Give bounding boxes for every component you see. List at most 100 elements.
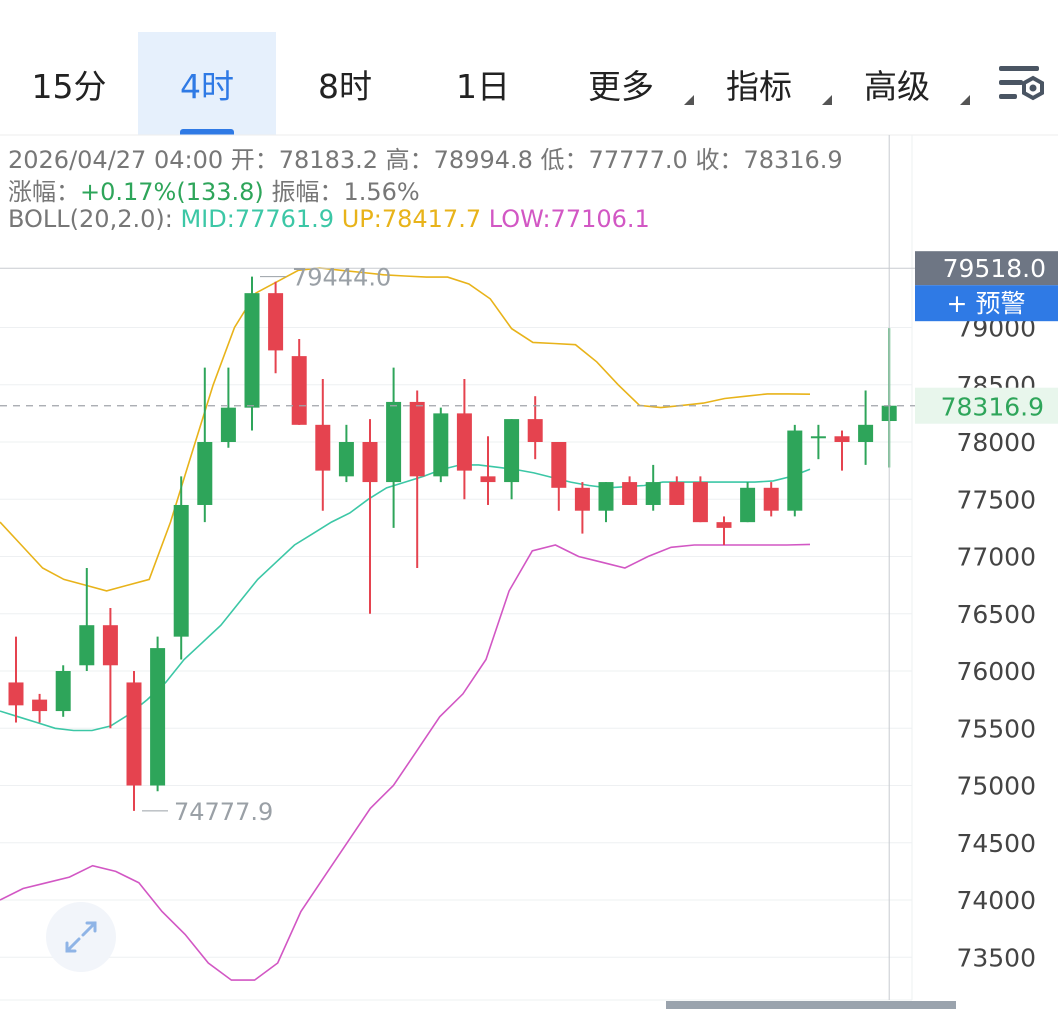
dropdown-caret-icon: [960, 95, 970, 105]
tab-label: 高级: [864, 66, 930, 106]
candle-body-down: [315, 424, 331, 471]
candle-body-up: [244, 293, 260, 408]
dropdown-caret-icon: [684, 95, 694, 105]
tab-label: 更多: [588, 66, 654, 106]
ohlc-low-value: 77777.0: [588, 146, 688, 174]
change-value: +0.17%(133.8): [80, 178, 264, 206]
max-price-label: 79444.0: [292, 264, 391, 292]
tab-8h[interactable]: 8时: [276, 32, 414, 135]
candle-body-down: [102, 625, 118, 666]
ohlc-high-label: 高：: [385, 146, 434, 174]
candle-body-up: [386, 401, 402, 483]
candle-body-up: [338, 442, 354, 477]
y-axis-tick-label: 77500: [956, 485, 1036, 514]
tab-1d[interactable]: 1日: [414, 32, 552, 135]
boll-mid-band: [0, 464, 811, 732]
ohlc-info-line: 2026/04/27 04:00 开：78183.2 高：78994.8 低：7…: [8, 140, 843, 175]
ohlc-open-value: 78183.2: [278, 146, 379, 174]
y-axis-tick-label: 73500: [956, 943, 1036, 972]
boll-name: BOLL(20,2.0):: [8, 205, 173, 233]
candle-body-up: [173, 504, 189, 637]
y-axis-tick-label: 75500: [956, 714, 1036, 743]
candle-body-up: [220, 407, 236, 442]
candle-body-up: [598, 482, 614, 511]
change-info-line: 涨幅：+0.17%(133.8) 振幅：1.56%: [8, 172, 420, 207]
current-price-text: 78316.9: [941, 393, 1044, 422]
candle-body-up: [433, 413, 449, 477]
chart-scrollbar: [666, 1001, 956, 1009]
tab-15m[interactable]: 15分: [0, 32, 138, 135]
boll-lower-band: [0, 543, 811, 981]
candle-body-down: [622, 482, 638, 505]
candle-body-down: [480, 476, 496, 483]
tab-advanced[interactable]: 高级: [828, 32, 970, 135]
tab-label: 1日: [456, 66, 510, 106]
candle-body-down: [362, 442, 378, 483]
tab-indicators[interactable]: 指标: [690, 32, 832, 135]
boll-upper-band: [0, 267, 811, 592]
ohlc-low-label: 低：: [540, 146, 589, 174]
ohlc-datetime: 2026/04/27 04:00: [8, 146, 224, 174]
price-alert-button: [915, 285, 1058, 322]
candle-body-down: [716, 522, 732, 528]
candle-body-down: [409, 401, 425, 477]
y-axis-tick-label: 74000: [956, 886, 1036, 915]
boll-info-line: BOLL(20,2.0): MID:77761.9 UP:78417.7 LOW…: [8, 205, 650, 233]
candle-body-up: [150, 648, 166, 786]
candle-body-down: [551, 442, 567, 488]
tab-label: 8时: [318, 66, 372, 106]
crosshair-price-tag: [915, 251, 1058, 286]
candle-body-up: [645, 482, 661, 505]
tab-label: 指标: [726, 66, 792, 106]
candle-body-up: [79, 625, 95, 666]
candle-body-down: [834, 436, 850, 442]
y-axis-tick-label: 78000: [956, 428, 1036, 457]
amplitude-label: 振幅：: [271, 178, 344, 206]
boll-low-value: LOW:77106.1: [488, 205, 650, 233]
y-axis-tick-label: 76500: [956, 600, 1036, 629]
ohlc-close-value: 78316.9: [743, 146, 843, 174]
candle-body-up: [55, 671, 71, 712]
candle-body-up: [197, 442, 213, 505]
tab-label: 4时: [180, 66, 234, 106]
boll-up-value: UP:78417.7: [341, 205, 482, 233]
ohlc-close-label: 收：: [695, 146, 744, 174]
chart-settings-icon[interactable]: [995, 60, 1047, 110]
amplitude-value: 1.56%: [343, 178, 420, 206]
tab-label: 15分: [31, 66, 107, 106]
y-axis-tick-label: 74500: [956, 829, 1036, 858]
candle-body-up: [787, 430, 803, 511]
candle-body-down: [527, 419, 543, 442]
y-axis-tick-label: 75000: [956, 772, 1036, 801]
candle-body-down: [126, 682, 142, 786]
candle-body-down: [32, 699, 48, 712]
change-label: 涨幅：: [8, 178, 80, 206]
ohlc-open-label: 开：: [230, 146, 279, 174]
candle-body-up: [740, 487, 756, 523]
current-price-tag: [915, 387, 1058, 424]
candle-body-down: [268, 293, 284, 351]
boll-mid-value: MID:77761.9: [180, 205, 335, 233]
price-alert-label: + 预警: [947, 289, 1026, 318]
crosshair-price-text: 79518.0: [943, 254, 1046, 283]
tab-4h[interactable]: 4时: [138, 32, 276, 135]
candle-body-down: [456, 413, 472, 471]
candle-body-up: [858, 424, 874, 442]
tab-more[interactable]: 更多: [552, 32, 694, 135]
timeframe-tab-bar: 15分 4时 8时 1日 更多 指标 高级: [0, 0, 1058, 135]
candle-body-up: [810, 436, 826, 439]
candle-body-down: [692, 482, 708, 523]
min-price-label: 74777.9: [174, 798, 273, 826]
candle-body-down: [8, 682, 24, 706]
ohlc-high-value: 78994.8: [433, 146, 533, 174]
candle-body-down: [574, 487, 590, 511]
active-tab-indicator: [180, 129, 234, 135]
candle-body-down: [669, 482, 685, 505]
y-axis-tick-label: 77000: [956, 543, 1036, 572]
candle-body-down: [291, 356, 307, 425]
expand-arrows-icon[interactable]: [46, 902, 116, 972]
dropdown-caret-icon: [822, 95, 832, 105]
y-axis-tick-label: 76000: [956, 657, 1036, 686]
candle-body-down: [763, 487, 779, 511]
